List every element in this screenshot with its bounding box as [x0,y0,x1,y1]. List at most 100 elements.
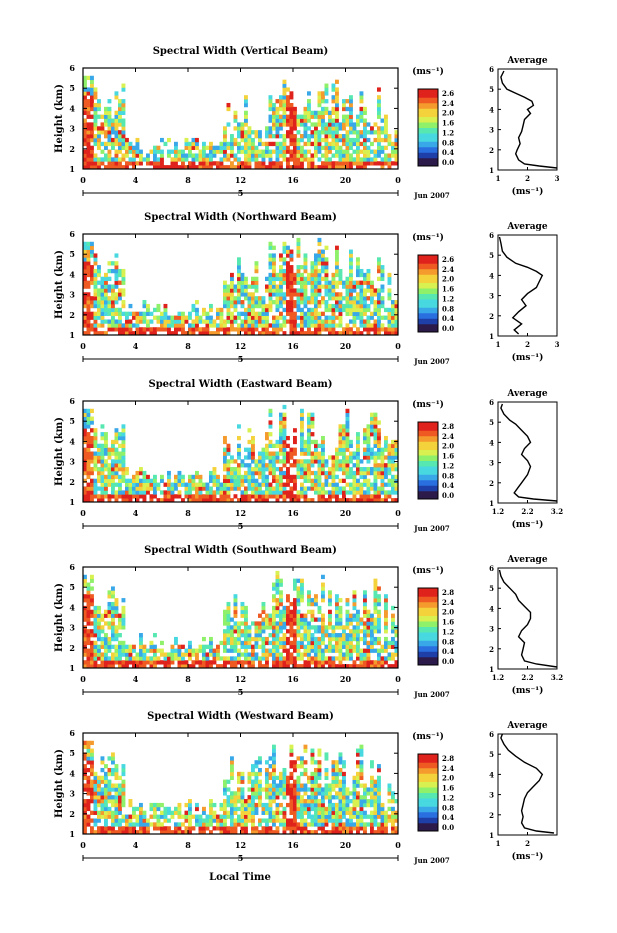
heatmap-cell [377,319,381,323]
heatmap-cell [153,822,157,826]
heatmap-cell [90,641,94,645]
heatmap-cell [160,319,164,323]
heatmap-cell [227,300,231,304]
heatmap-cell [167,483,171,487]
heatmap-cell [370,629,374,633]
heatmap-cell [304,312,308,316]
heatmap-cell [122,327,126,331]
heatmap-cell [300,432,304,436]
heatmap-cell [118,296,122,300]
heatmap-cell [237,486,241,490]
heatmap-cell [328,316,332,320]
heatmap-cell [234,791,238,795]
heatmap-cell [122,815,126,819]
heatmap-cell [94,292,98,296]
heatmap-cell [122,784,126,788]
heatmap-cell [297,292,301,296]
heatmap-cell [346,649,350,653]
heatmap-cell [94,103,98,107]
heatmap-cell [360,637,364,641]
heatmap-cell [111,269,115,273]
colorbar [418,422,438,500]
heatmap-cell [276,444,280,448]
heatmap-cell [342,138,346,142]
heatmap-cell [241,641,245,645]
heatmap-cell [332,312,336,316]
heatmap-cell [374,304,378,308]
heatmap-cell [251,436,255,440]
heatmap-cell [391,323,395,327]
heatmap-cell [293,146,297,150]
heatmap-cell [314,327,318,331]
heatmap-cell [262,161,266,165]
heatmap-cell [353,288,357,292]
heatmap-cell [108,660,112,664]
heatmap-cell [115,122,119,126]
y-tick-label: 6 [69,63,75,73]
heatmap-cell [122,424,126,428]
heatmap-cell [118,273,122,277]
heatmap-cell [321,459,325,463]
heatmap-cell [178,660,182,664]
heatmap-cell [150,649,154,653]
heatmap-cell [353,316,357,320]
heatmap-cell [129,323,133,327]
heatmap-cell [360,300,364,304]
average-x-tick-label: 2 [525,174,530,183]
heatmap-cell [360,99,364,103]
colorbar-tick-label: 0.0 [442,657,454,666]
heatmap-cell [188,312,192,316]
heatmap-cell [94,87,98,91]
heatmap-cell [356,161,360,165]
heatmap-cell [255,764,259,768]
heatmap-cell [328,111,332,115]
heatmap-cell [118,459,122,463]
heatmap-cell [258,791,262,795]
heatmap-cell [244,150,248,154]
heatmap-cell [101,618,105,622]
heatmap-cell [328,602,332,606]
heatmap-cell [104,273,108,277]
heatmap-cell [363,130,367,134]
heatmap-cell [286,87,290,91]
heatmap-cell [209,815,213,819]
heatmap-cell [206,494,210,498]
heatmap-cell [209,641,213,645]
heatmap-cell [241,479,245,483]
heatmap-cell [307,471,311,475]
heatmap-cell [248,316,252,320]
heatmap-cell [290,300,294,304]
heatmap-cell [286,273,290,277]
heatmap-cell [90,575,94,579]
heatmap-cell [377,444,381,448]
heatmap-cell [241,277,245,281]
heatmap-cell [307,99,311,103]
heatmap-cell [143,660,147,664]
heatmap-cell [332,134,336,138]
heatmap-cell [269,157,273,161]
heatmap-cell [87,745,91,749]
heatmap-cell [388,452,392,456]
heatmap-cell [356,448,360,452]
heatmap-cell [384,618,388,622]
heatmap-cell [283,463,287,467]
heatmap-cell [139,826,143,830]
heatmap-cell [265,826,269,830]
heatmap-cell [346,637,350,641]
heatmap-cell [311,455,315,459]
heatmap-cell [272,281,276,285]
heatmap-cell [94,803,98,807]
heatmap-cell [342,486,346,490]
heatmap-cell [269,818,273,822]
heatmap-cell [108,300,112,304]
heatmap-cell [108,602,112,606]
heatmap-cell [87,818,91,822]
heatmap-cell [286,614,290,618]
heatmap-cell [104,811,108,815]
heatmap-cell [370,417,374,421]
heatmap-cell [367,440,371,444]
heatmap-cell [297,150,301,154]
heatmap-cell [283,424,287,428]
heatmap-cell [115,253,119,257]
day-label: 5 [238,354,244,364]
